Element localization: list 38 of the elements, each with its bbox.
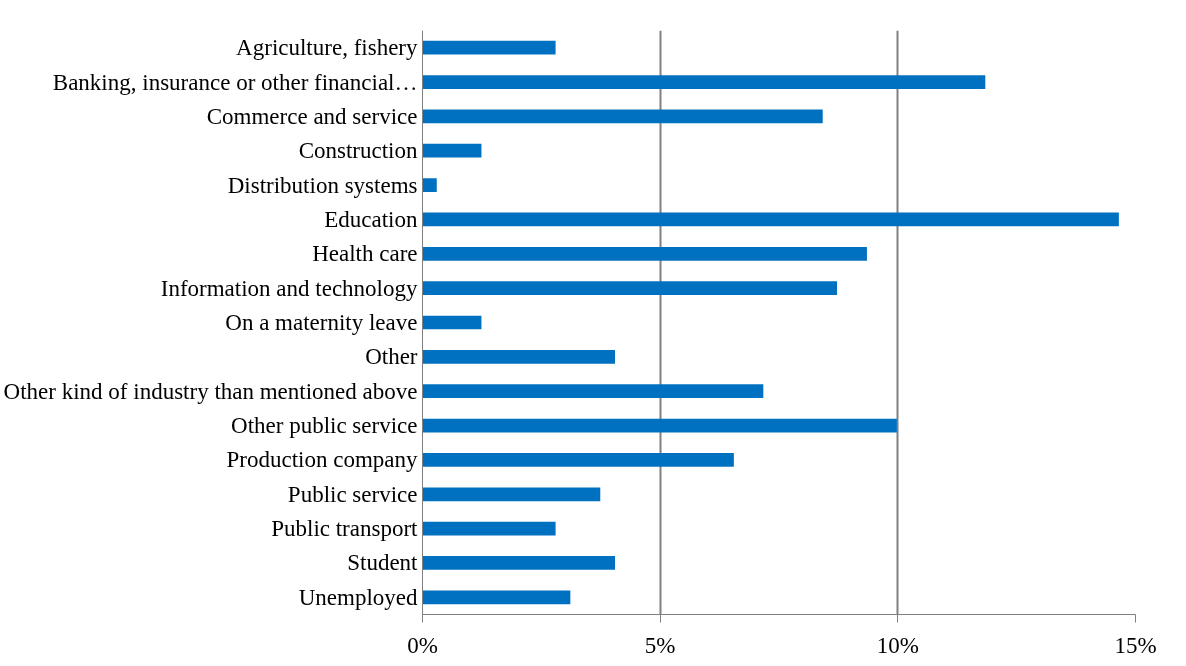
bar <box>422 178 437 192</box>
y-tick-label: Banking, insurance or other financial… <box>52 69 418 95</box>
bar <box>422 556 616 570</box>
y-tick-label: Other kind of industry than mentioned above <box>3 378 418 404</box>
bar <box>422 349 616 364</box>
x-tick-label: 5% <box>644 632 676 658</box>
y-tick-label: Unemployed <box>298 584 418 610</box>
bar <box>422 521 556 536</box>
y-tick-label: Public transport <box>271 516 419 542</box>
y-tick-label: Information and technology <box>160 275 418 301</box>
x-tick-label: 0% <box>407 632 438 658</box>
y-tick-label: Commerce and service <box>206 103 418 129</box>
bar <box>422 384 764 399</box>
y-tick-label: Other <box>365 344 418 370</box>
bar <box>422 418 897 433</box>
y-tick-label: Health care <box>312 241 418 267</box>
bar <box>422 40 556 55</box>
bar <box>422 453 734 467</box>
bar <box>422 109 823 124</box>
y-tick-label: Education <box>324 206 418 232</box>
x-tick-label: 10% <box>876 632 919 658</box>
bar <box>422 75 986 89</box>
bar <box>422 246 867 261</box>
bar <box>422 315 482 330</box>
y-tick-label: Distribution systems <box>227 172 418 198</box>
y-tick-label: Other public service <box>231 413 418 439</box>
y-tick-label: Agriculture, fishery <box>236 35 418 61</box>
bar <box>422 590 571 605</box>
y-tick-label: On a maternity leave <box>225 310 418 335</box>
bar <box>422 212 1119 227</box>
y-tick-label: Public service <box>287 481 418 507</box>
bar <box>422 487 601 502</box>
bar <box>422 143 482 158</box>
y-tick-label: Student <box>347 550 419 576</box>
y-tick-label: Construction <box>298 138 418 164</box>
x-tick-label: 15% <box>1114 632 1157 658</box>
y-tick-label: Production company <box>226 447 418 473</box>
bar <box>422 281 837 296</box>
